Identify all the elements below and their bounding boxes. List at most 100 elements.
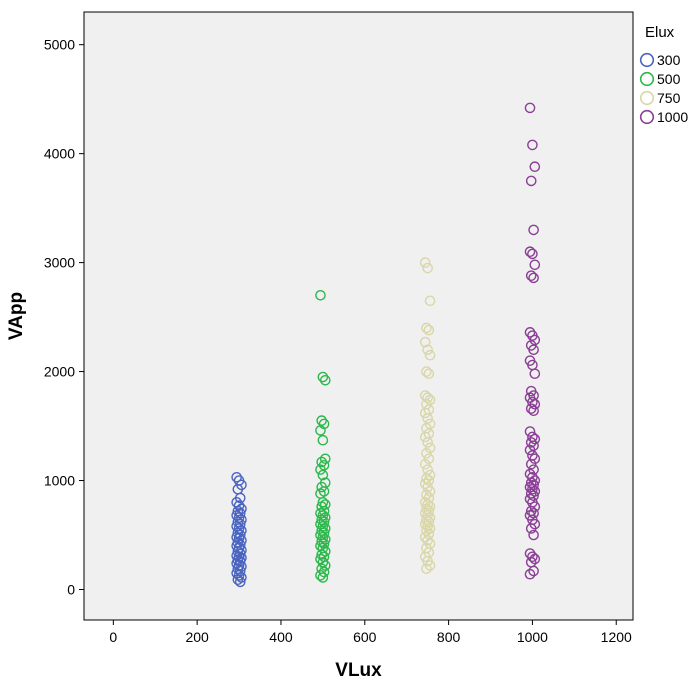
- point-series-500: [315, 464, 326, 475]
- point-series-500: [315, 289, 326, 301]
- point-series-1000: [527, 139, 538, 151]
- point-series-750: [423, 528, 435, 540]
- point-series-500: [319, 560, 331, 571]
- legend-title: Elux: [645, 24, 675, 41]
- x-tick-label: 200: [185, 629, 209, 645]
- point-series-1000: [529, 453, 541, 465]
- point-series-1000: [525, 523, 537, 534]
- point-series-300: [233, 570, 245, 581]
- point-series-750: [421, 489, 432, 500]
- point-series-500: [319, 453, 331, 465]
- point-series-750: [423, 368, 435, 380]
- point-series-500: [317, 434, 329, 446]
- point-series-750: [419, 407, 431, 419]
- point-series-750: [424, 560, 436, 571]
- point-series-750: [421, 366, 432, 377]
- point-series-750: [422, 392, 433, 404]
- x-tick-label: 0: [109, 629, 117, 645]
- point-series-1000: [524, 426, 536, 437]
- y-tick-label: 2000: [44, 364, 75, 380]
- point-series-1000: [527, 483, 538, 495]
- point-series-500: [316, 525, 327, 536]
- point-series-750: [424, 442, 436, 454]
- legend-marker: [639, 109, 655, 125]
- x-tick-label: 600: [353, 629, 377, 645]
- point-series-750: [421, 525, 432, 536]
- point-series-1000: [527, 471, 538, 483]
- legend-label: 1000: [657, 109, 688, 125]
- point-series-1000: [524, 246, 536, 258]
- point-series-750: [422, 413, 433, 424]
- point-series-300: [231, 471, 242, 483]
- point-series-500: [316, 514, 327, 526]
- point-series-1000: [525, 270, 537, 281]
- point-series-750: [421, 514, 432, 526]
- point-series-300: [232, 516, 244, 528]
- x-tick-label: 1200: [601, 629, 632, 645]
- legend-label: 300: [657, 52, 681, 68]
- legend: Elux 300 500 750 1000: [639, 24, 688, 125]
- point-series-1000: [524, 568, 536, 580]
- point-series-750: [419, 458, 431, 470]
- point-series-1000: [525, 458, 537, 470]
- point-series-1000: [525, 437, 537, 448]
- point-series-750: [422, 437, 433, 448]
- x-axis-label: VLux: [335, 660, 382, 681]
- point-series-750: [424, 349, 436, 361]
- x-tick-label: 1000: [517, 629, 548, 645]
- data-points: [231, 102, 541, 588]
- point-series-300: [232, 563, 244, 575]
- point-series-750: [422, 344, 433, 356]
- point-series-750: [419, 257, 431, 268]
- x-axis: 0 200 400 600 800 1000 1200: [109, 620, 632, 645]
- point-series-300: [232, 574, 244, 585]
- point-series-750: [421, 322, 432, 334]
- point-series-750: [424, 295, 436, 307]
- point-series-500: [319, 374, 331, 386]
- point-series-1000: [528, 344, 539, 356]
- point-series-500: [316, 456, 327, 468]
- point-series-1000: [527, 551, 538, 563]
- point-series-500: [318, 566, 330, 578]
- y-tick-label: 0: [67, 581, 75, 597]
- point-series-1000: [528, 272, 539, 284]
- y-tick-label: 1000: [44, 473, 75, 489]
- y-axis-label: VApp: [6, 292, 27, 340]
- point-series-1000: [529, 259, 541, 271]
- y-tick-label: 4000: [44, 146, 75, 162]
- point-series-300: [232, 505, 244, 517]
- point-series-500: [317, 371, 329, 383]
- point-series-1000: [529, 334, 541, 346]
- point-series-1000: [524, 444, 536, 456]
- point-series-750: [421, 503, 432, 515]
- y-tick-label: 3000: [44, 255, 75, 271]
- x-tick-label: 400: [269, 629, 293, 645]
- point-series-500: [316, 536, 327, 547]
- point-series-750: [423, 453, 435, 465]
- point-series-1000: [529, 368, 541, 380]
- plot-area: [83, 11, 634, 621]
- point-series-300: [234, 576, 246, 588]
- y-axis: 0 1000 2000 3000 4000 5000: [44, 37, 84, 597]
- point-series-750: [423, 324, 435, 336]
- point-series-1000: [525, 477, 537, 489]
- point-series-750: [424, 469, 436, 481]
- point-series-750: [421, 447, 432, 459]
- y-tick-label: 5000: [44, 37, 75, 53]
- point-series-1000: [525, 403, 537, 414]
- point-series-750: [421, 563, 432, 575]
- point-series-1000: [524, 327, 536, 338]
- legend-marker: [639, 52, 655, 68]
- point-series-1000: [524, 493, 536, 505]
- point-series-1000: [529, 433, 541, 445]
- point-series-1000: [529, 553, 541, 565]
- point-series-1000: [528, 529, 539, 541]
- point-series-500: [315, 570, 326, 581]
- point-series-750: [419, 478, 431, 490]
- point-series-1000: [524, 102, 536, 114]
- point-series-500: [317, 469, 329, 481]
- point-series-750: [422, 262, 433, 274]
- point-series-300: [233, 500, 245, 511]
- point-series-500: [315, 425, 326, 436]
